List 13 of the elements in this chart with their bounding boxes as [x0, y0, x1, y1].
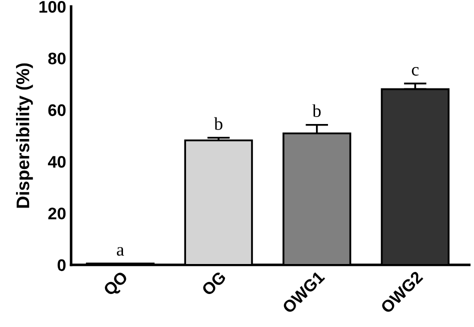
y-tick-label: 0: [58, 259, 66, 272]
x-tick-label: QO: [102, 270, 131, 298]
y-tick-label: 100: [39, 0, 66, 13]
annotation: b: [312, 104, 321, 118]
annotation: a: [116, 247, 124, 256]
y-axis-title: Dispersibility (%): [16, 63, 33, 208]
y-tick-label: 40: [48, 156, 66, 168]
annotation: c: [412, 67, 419, 76]
y-tick-label: 20: [48, 208, 66, 220]
y-tick-label: 60: [48, 104, 66, 116]
y-tick-label: 80: [48, 52, 66, 64]
annotation: b: [214, 117, 222, 130]
x-tick-label: OG: [201, 270, 226, 296]
